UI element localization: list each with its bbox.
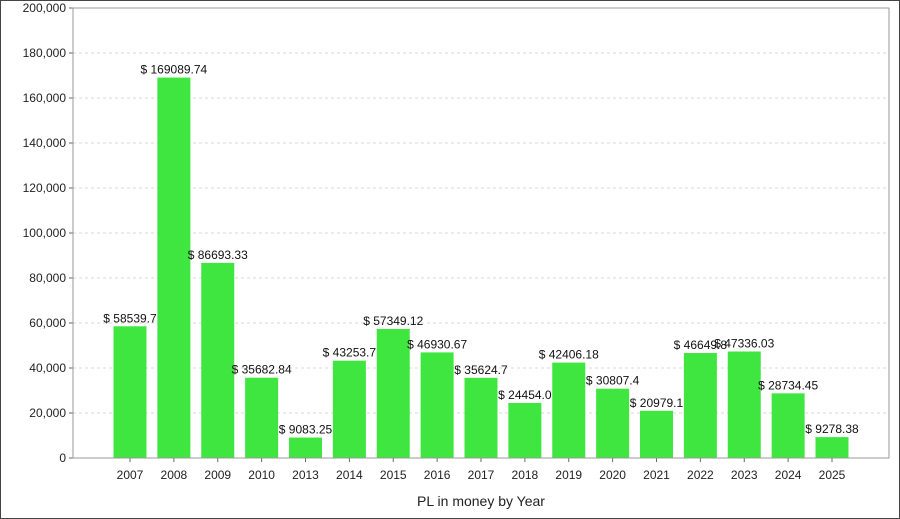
x-tick-label: 2015 [380,468,407,482]
data-label-2020: $ 30807.4 [586,374,640,388]
data-label-2022: $ 46649.8 [674,338,728,352]
bar-2020 [596,388,630,458]
bar-2023 [727,351,761,458]
data-label-2009: $ 86693.33 [188,248,248,262]
plot-area-border [72,7,890,459]
bar-2007 [113,326,147,458]
bar-2017 [464,377,498,458]
bar-2021 [640,410,673,458]
bar-2016 [420,352,454,458]
data-label-2010: $ 35682.84 [232,363,292,377]
x-tick-label: 2020 [599,468,626,482]
data-label-2023: $ 47336.03 [714,336,774,350]
y-tick-label: 200,000 [23,1,67,15]
x-tick-label: 2019 [555,468,582,482]
data-label-2015: $ 57349.12 [363,314,423,328]
data-label-2013: $ 9083.25 [279,423,333,437]
bar-2008 [157,77,191,458]
x-tick-label: 2010 [248,468,275,482]
x-tick-label: 2009 [204,468,231,482]
data-label-2021: $ 20979.1 [630,396,684,410]
x-tick-label: 2017 [468,468,495,482]
x-axis: 2007 2008 2009 2010 2013 2014 2015 2016 2017 2018… [117,458,846,482]
y-tick-label: 80,000 [29,271,66,285]
y-tick-label: 140,000 [23,136,67,150]
x-tick-label: 2008 [161,468,188,482]
y-tick-label: 160,000 [23,91,67,105]
x-tick-label: 2021 [643,468,670,482]
x-tick-label: 2025 [819,468,846,482]
data-label-2025: $ 9278.38 [805,422,859,436]
x-tick-label: 2007 [117,468,144,482]
bar-2014 [332,360,366,458]
y-tick-label: 20,000 [29,406,66,420]
data-label-2007: $ 58539.7 [103,311,157,325]
bar-2015 [376,328,410,458]
data-label-2008: $ 169089.74 [141,63,208,77]
data-label-2014: $ 43253.7 [323,346,377,360]
bar-2013 [289,437,322,458]
y-tick-label: 60,000 [29,316,66,330]
data-label-2017: $ 35624.7 [454,363,508,377]
bar-2022 [683,353,717,458]
x-axis-title: PL in money by Year [417,493,545,509]
bar-2009 [201,262,235,458]
x-tick-label: 2014 [336,468,363,482]
data-label-2024: $ 28734.45 [758,378,818,392]
y-tick-label: 40,000 [29,361,66,375]
bar-2025 [815,437,849,458]
y-axis: 0 20,000 40,000 60,000 80,000 100,000 120,000 1… [23,1,73,465]
y-tick-label: 100,000 [23,226,67,240]
x-tick-label: 2013 [292,468,319,482]
y-tick-label: 0 [59,451,66,465]
bar-2010 [245,377,279,458]
data-label-2018: $ 24454.0 [498,388,552,402]
y-tick-label: 180,000 [23,46,67,60]
data-labels: $ 58539.7 $ 169089.74 $ 86693.33 $ 35682.84… [103,63,859,437]
y-tick-label: 120,000 [23,181,67,195]
bar-2024 [771,393,805,458]
x-tick-label: 2022 [687,468,714,482]
bars [113,77,849,458]
x-tick-label: 2016 [424,468,451,482]
data-label-2016: $ 46930.67 [407,337,467,351]
x-tick-label: 2018 [512,468,539,482]
x-tick-label: 2023 [731,468,758,482]
x-tick-label: 2024 [775,468,802,482]
bar-2018 [508,402,542,458]
bar-2019 [552,362,586,458]
data-label-2019: $ 42406.18 [539,348,599,362]
